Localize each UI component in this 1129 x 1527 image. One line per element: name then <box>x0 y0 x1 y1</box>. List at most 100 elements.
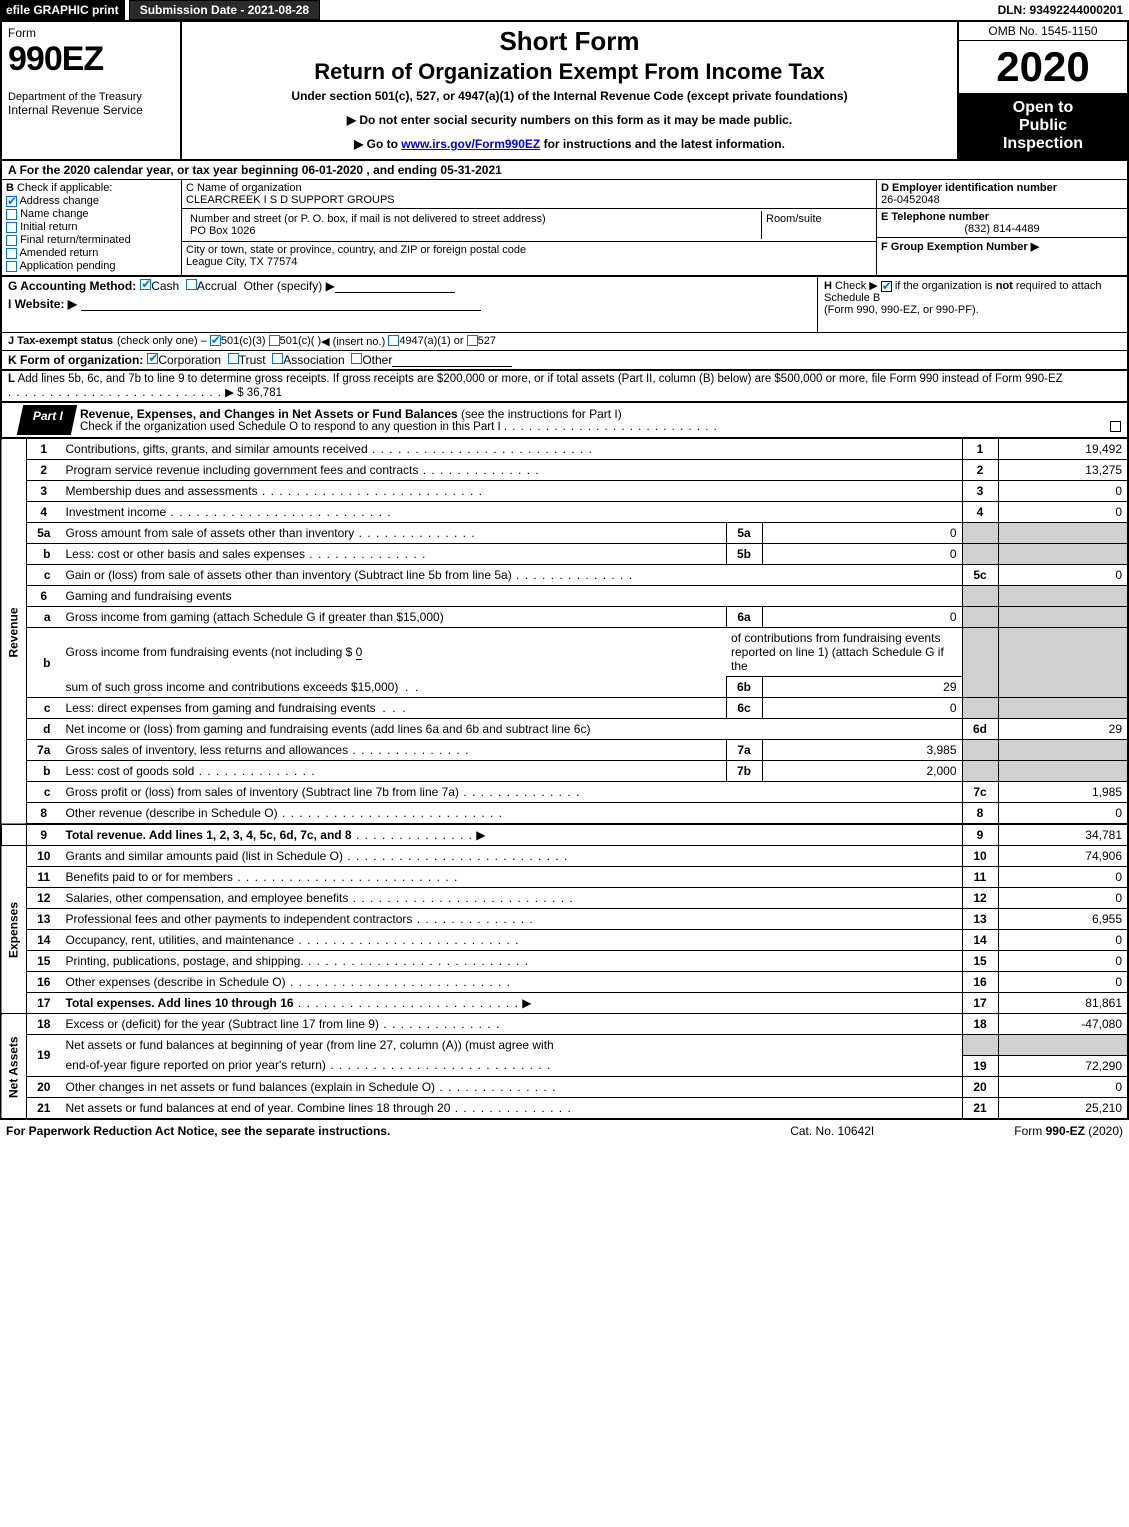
department-label: Department of the Treasury <box>8 91 174 103</box>
opt-final-return: Final return/terminated <box>20 234 131 246</box>
form-label: Form <box>8 26 174 40</box>
checkbox-accrual[interactable] <box>186 279 197 290</box>
line-16: 16 Other expenses (describe in Schedule … <box>1 972 1128 993</box>
box-c: C Name of organization CLEARCREEK I S D … <box>182 180 877 275</box>
checkbox-other-org[interactable] <box>351 353 362 364</box>
checkbox-corporation[interactable] <box>147 353 158 364</box>
box-c-name-value: CLEARCREEK I S D SUPPORT GROUPS <box>186 194 872 206</box>
checkbox-association[interactable] <box>272 353 283 364</box>
line-18: Net Assets 18 Excess or (deficit) for th… <box>1 1014 1128 1035</box>
box-f-label: F Group Exemption Number ▶ <box>881 241 1039 253</box>
line-g: G Accounting Method: Cash Accrual Other … <box>2 277 817 295</box>
short-form-title: Short Form <box>188 26 951 57</box>
line-9: 9 Total revenue. Add lines 1, 2, 3, 4, 5… <box>1 824 1128 846</box>
line-21: 21 Net assets or fund balances at end of… <box>1 1097 1128 1119</box>
line-i-blank <box>81 297 481 311</box>
line-5b: b Less: cost or other basis and sales ex… <box>1 544 1128 565</box>
line-12: 12 Salaries, other compensation, and emp… <box>1 888 1128 909</box>
opt-initial-return: Initial return <box>20 221 77 233</box>
open-public-badge: Open to Public Inspection <box>959 93 1127 159</box>
checkbox-501c[interactable] <box>269 335 280 346</box>
line-7b: b Less: cost of goods sold 7b 2,000 <box>1 761 1128 782</box>
top-bar: efile GRAPHIC print Submission Date - 20… <box>0 0 1129 22</box>
advisory-2: ▶ Go to www.irs.gov/Form990EZ for instru… <box>188 137 951 151</box>
checkbox-527[interactable] <box>467 335 478 346</box>
box-b: B Check if applicable: Address change Na… <box>2 180 182 275</box>
checkbox-final-return[interactable] <box>6 235 17 246</box>
return-title: Return of Organization Exempt From Incom… <box>188 59 951 85</box>
checkbox-trust[interactable] <box>228 353 239 364</box>
line-g-cash: Cash <box>151 279 179 293</box>
box-c-name-label: C Name of organization <box>186 182 872 194</box>
box-c-room-label: Room/suite <box>762 211 872 239</box>
line-l: L Add lines 5b, 6c, and 7b to line 9 to … <box>0 371 1129 403</box>
dln-label: DLN: 93492244000201 <box>992 0 1129 20</box>
line-6c: c Less: direct expenses from gaming and … <box>1 698 1128 719</box>
line-19-1: 19 Net assets or fund balances at beginn… <box>1 1035 1128 1056</box>
line-6b-1: b Gross income from fundraising events (… <box>1 628 1128 677</box>
line-6: 6 Gaming and fundraising events <box>1 586 1128 607</box>
line-g-accrual: Accrual <box>197 279 237 293</box>
line-17: 17 Total expenses. Add lines 10 through … <box>1 993 1128 1014</box>
checkbox-initial-return[interactable] <box>6 222 17 233</box>
line-5a: 5a Gross amount from sale of assets othe… <box>1 523 1128 544</box>
checkbox-name-change[interactable] <box>6 209 17 220</box>
advisory-1: ▶ Do not enter social security numbers o… <box>188 113 951 127</box>
irs-label: Internal Revenue Service <box>8 103 174 117</box>
checkbox-501c3[interactable] <box>210 335 221 346</box>
line-6b-2: sum of such gross income and contributio… <box>1 677 1128 698</box>
part-1-header: Part I Revenue, Expenses, and Changes in… <box>0 403 1129 438</box>
line-i-label: I Website: ▶ <box>8 297 77 311</box>
line-4: 4 Investment income 4 0 <box>1 502 1128 523</box>
opt-application-pending: Application pending <box>19 260 115 272</box>
line-g-label: G Accounting Method: <box>8 279 136 293</box>
part-1-badge: Part I <box>17 405 77 435</box>
checkbox-4947[interactable] <box>388 335 399 346</box>
part-1-check-text: Check if the organization used Schedule … <box>80 421 501 433</box>
subtitle: Under section 501(c), 527, or 4947(a)(1)… <box>188 89 951 103</box>
lines-ghijk: H Check ▶ if the organization is not req… <box>0 277 1129 371</box>
irs-link[interactable]: www.irs.gov/Form990EZ <box>401 137 540 151</box>
box-c-city-label: City or town, state or province, country… <box>186 244 872 256</box>
dots <box>504 421 718 433</box>
checkbox-application-pending[interactable] <box>6 261 17 272</box>
line-a: A For the 2020 calendar year, or tax yea… <box>0 161 1129 180</box>
box-b-label: Check if applicable: <box>17 182 112 194</box>
open-line-2: Public <box>963 117 1123 135</box>
line-11: 11 Benefits paid to or for members 11 0 <box>1 867 1128 888</box>
info-grid: B Check if applicable: Address change Na… <box>0 180 1129 277</box>
line-h-not: not <box>996 280 1013 292</box>
line-l-label: L <box>8 373 15 385</box>
checkbox-h[interactable] <box>881 281 892 292</box>
line-h: H Check ▶ if the organization is not req… <box>817 277 1127 332</box>
line-k-trust: Trust <box>239 353 266 367</box>
revenue-label: Revenue <box>1 439 27 825</box>
checkbox-address-change[interactable] <box>6 196 17 207</box>
line-j-subtext: (check only one) – <box>117 335 207 347</box>
line-2: 2 Program service revenue including gove… <box>1 460 1128 481</box>
checkbox-cash[interactable] <box>140 279 151 290</box>
line-i: I Website: ▶ <box>2 295 817 313</box>
opt-address-change: Address change <box>19 195 99 207</box>
open-line-1: Open to <box>963 99 1123 117</box>
checkbox-amended-return[interactable] <box>6 248 17 259</box>
dots <box>8 387 222 399</box>
header-middle: Short Form Return of Organization Exempt… <box>182 22 957 159</box>
efile-print-button[interactable]: efile GRAPHIC print <box>0 0 125 20</box>
checkbox-part1-schedule-o[interactable] <box>1110 421 1121 432</box>
footer-left: For Paperwork Reduction Act Notice, see … <box>6 1124 790 1138</box>
box-d-value: 26-0452048 <box>881 194 940 206</box>
line-k-other-blank <box>392 353 512 367</box>
submission-date-button[interactable]: Submission Date - 2021-08-28 <box>129 0 320 20</box>
page-footer: For Paperwork Reduction Act Notice, see … <box>0 1120 1129 1142</box>
opt-amended-return: Amended return <box>19 247 98 259</box>
line-l-arrow: ▶ <box>225 387 234 399</box>
line-7a: 7a Gross sales of inventory, less return… <box>1 740 1128 761</box>
box-c-street-value: PO Box 1026 <box>190 225 757 237</box>
line-8: 8 Other revenue (describe in Schedule O)… <box>1 803 1128 825</box>
box-e-value: (832) 814-4489 <box>881 223 1123 235</box>
advisory-2-suffix: for instructions and the latest informat… <box>540 137 785 151</box>
line-h-text2: if the organization is <box>895 280 996 292</box>
line-6d: d Net income or (loss) from gaming and f… <box>1 719 1128 740</box>
line-l-value: $ 36,781 <box>237 387 282 399</box>
